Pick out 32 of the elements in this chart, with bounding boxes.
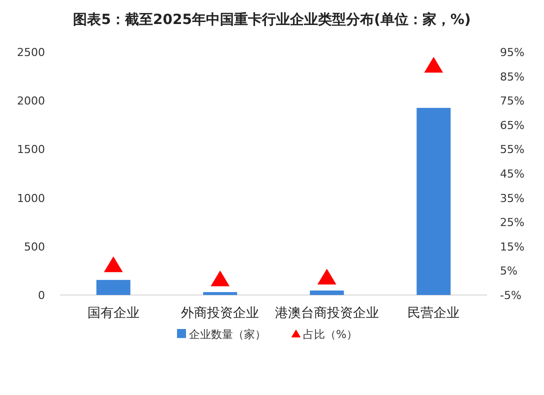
bar: [203, 292, 238, 295]
x-tick-label: 国有企业: [87, 306, 140, 321]
bar: [416, 108, 451, 295]
y2-tick-label: 15%: [500, 240, 524, 254]
y-tick-label: 2500: [17, 46, 45, 59]
y2-tick-label: 25%: [500, 216, 524, 230]
y-tick-label: 0: [38, 289, 45, 302]
point: [104, 256, 123, 272]
chart-title: 图表5：截至2025年中国重卡行业企业类型分布(单位：家，%): [73, 11, 471, 28]
y2-tick-label: 5%: [500, 264, 518, 278]
legend-label: 企业数量（家）: [189, 328, 266, 341]
bar: [96, 280, 130, 295]
y2-tick-label: 65%: [500, 118, 524, 132]
y2-tick-label: 35%: [500, 192, 524, 205]
y-tick-label: 500: [24, 240, 45, 254]
x-tick-label: 外商投资企业: [181, 306, 260, 321]
y2-tick-label: 45%: [500, 168, 524, 180]
y2-tick-label: 55%: [500, 143, 524, 156]
y-tick-label: 1000: [17, 192, 45, 205]
x-tick-label: 民营企业: [408, 306, 460, 321]
point: [317, 268, 336, 284]
y2-tick-label: 75%: [500, 94, 524, 108]
y2-tick-label: 95%: [500, 46, 524, 59]
y-tick-label: 1500: [17, 143, 45, 156]
legend-label: 占比（%）: [303, 328, 358, 341]
x-tick-label: 港澳台商投资企业: [274, 306, 379, 321]
point: [210, 270, 230, 286]
point: [424, 56, 444, 73]
y-tick-label: 2000: [17, 94, 45, 108]
bar: [310, 290, 344, 295]
y2-tick-label: 85%: [500, 70, 524, 84]
y2-tick-label: -5%: [500, 289, 522, 302]
